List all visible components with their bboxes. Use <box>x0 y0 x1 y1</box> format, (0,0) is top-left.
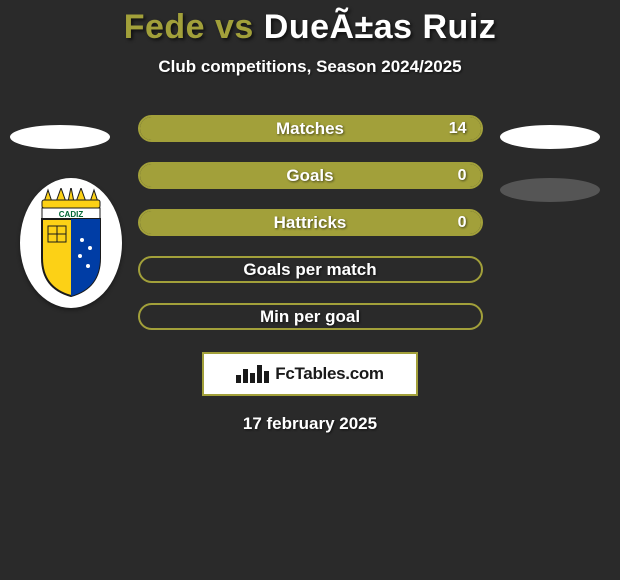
crest-label: CADIZ <box>59 210 84 219</box>
club-crest: CADIZ <box>20 178 122 308</box>
infographic-root: Fede vs DueÃ±as Ruiz Club competitions, … <box>0 0 620 580</box>
stat-bar-label: Min per goal <box>140 307 481 327</box>
crest-shield-icon: CADIZ <box>32 188 110 298</box>
title-left: Fede <box>124 8 205 46</box>
page-title: Fede vs DueÃ±as Ruiz <box>0 0 620 47</box>
stat-bar-label: Matches <box>140 119 481 139</box>
stat-bar-label: Hattricks <box>140 213 481 233</box>
stat-bar: Min per goal <box>138 303 483 330</box>
stat-bar: Goals per match <box>138 256 483 283</box>
logo-text: FcTables.com <box>275 364 384 384</box>
subtitle: Club competitions, Season 2024/2025 <box>0 57 620 77</box>
stat-bar-value: 0 <box>458 167 467 185</box>
marker-ellipse <box>10 125 110 149</box>
stat-bar-label: Goals per match <box>140 260 481 280</box>
stat-bar-label: Goals <box>140 166 481 186</box>
stat-bar-value: 14 <box>449 120 467 138</box>
site-logo[interactable]: FcTables.com <box>202 352 418 396</box>
title-right: DueÃ±as Ruiz <box>264 8 496 46</box>
bars-icon <box>236 365 269 383</box>
marker-ellipse <box>500 178 600 202</box>
date-label: 17 february 2025 <box>0 414 620 434</box>
stat-bar: Hattricks0 <box>138 209 483 236</box>
marker-ellipse <box>500 125 600 149</box>
stat-bar: Goals0 <box>138 162 483 189</box>
title-vs: vs <box>205 8 264 46</box>
stat-bar: Matches14 <box>138 115 483 142</box>
stat-bar-value: 0 <box>458 214 467 232</box>
